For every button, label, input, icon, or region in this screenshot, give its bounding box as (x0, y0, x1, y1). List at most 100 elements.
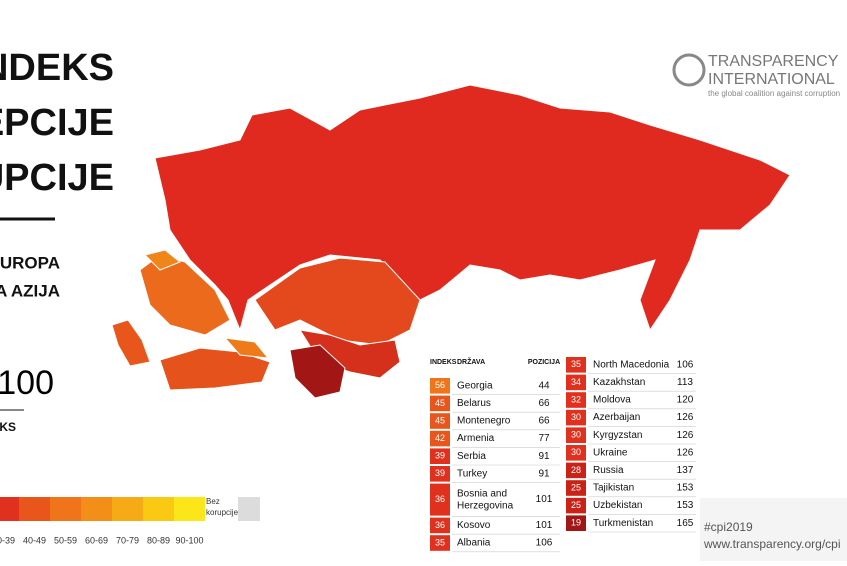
score: 56 (435, 380, 445, 390)
score: 28 (571, 465, 581, 475)
legend-none-swatch (238, 497, 260, 521)
country: Kazakhstan (593, 377, 645, 388)
score-box (430, 378, 450, 394)
rank: 106 (536, 538, 553, 549)
score: 32 (571, 394, 581, 404)
score-box (430, 413, 450, 429)
score-box (566, 480, 586, 496)
score-box (566, 409, 586, 426)
legend-label: 90-100 (175, 535, 203, 545)
score: 19 (571, 518, 581, 528)
rank: 91 (538, 451, 550, 462)
russia (154, 84, 791, 332)
country: Montenegro (457, 416, 511, 427)
table-header: DRŽAVA (457, 357, 485, 366)
country: Ukraine (593, 447, 628, 458)
score-box (430, 395, 450, 412)
rank: 77 (538, 433, 550, 444)
score: 45 (435, 398, 445, 408)
score: 30 (571, 447, 581, 457)
score-box (566, 427, 586, 443)
logo-tagline: the global coalition against corruption (708, 89, 840, 98)
score: 35 (435, 537, 445, 547)
country: North Macedonia (593, 359, 670, 370)
country: Uzbekistan (593, 500, 642, 511)
score-box (430, 517, 450, 534)
country: Kosovo (457, 520, 491, 531)
rank: 66 (538, 416, 550, 427)
legend-swatch (81, 497, 112, 521)
score: 36 (435, 520, 445, 530)
country: Turkmenistan (593, 518, 653, 529)
scale-label: INDEKS (0, 420, 16, 434)
subtitle-line: I CENTRALNA AZIJA (0, 281, 60, 300)
country: Turkey (457, 468, 487, 479)
logo-mark (672, 53, 706, 87)
country: Kyrgyzstan (593, 430, 642, 441)
score: 25 (571, 482, 581, 492)
rank: 106 (677, 359, 694, 370)
score-box (430, 448, 450, 464)
rank: 101 (536, 494, 553, 505)
score-box (566, 445, 586, 461)
footer-bg (700, 498, 847, 561)
country: Moldova (593, 395, 631, 406)
score-box (566, 497, 586, 514)
rank: 137 (677, 465, 694, 476)
rank: 120 (677, 395, 694, 406)
rank: 44 (538, 380, 550, 391)
scale: 0-100 (0, 364, 54, 402)
legend-swatch (174, 497, 205, 521)
legend-swatch (50, 497, 81, 521)
score-box (566, 357, 586, 373)
rank: 91 (538, 468, 550, 479)
rank: 113 (677, 377, 693, 388)
table-header: POZICIJA (528, 359, 560, 366)
title-line: PERCEPCIJE (0, 102, 114, 144)
country: Belarus (457, 398, 491, 409)
logo-line: INTERNATIONAL (708, 71, 835, 88)
legend-none-label: Bez korupcije (206, 497, 239, 517)
country: Russia (593, 465, 624, 476)
legend-swatch (0, 497, 19, 521)
country: Armenia (457, 433, 495, 444)
score: 45 (435, 415, 445, 425)
country: Georgia (457, 380, 493, 391)
rank: 101 (536, 520, 553, 531)
title-line: KORUPCIJE (0, 157, 114, 199)
rank: 126 (677, 430, 694, 441)
caucasus (223, 337, 270, 359)
url: www.transparency.org/cpi (703, 537, 841, 551)
score: 30 (571, 430, 581, 440)
legend-label: 60-69 (85, 535, 108, 545)
legend-label: 50-59 (54, 535, 77, 545)
hashtag: #cpi2019 (704, 520, 753, 534)
score-box (566, 462, 586, 479)
rank: 153 (677, 500, 694, 511)
score: 39 (435, 451, 445, 461)
rank: 66 (538, 398, 550, 409)
legend-swatch (19, 497, 50, 521)
map (111, 84, 791, 399)
table-header: INDEKS (430, 359, 457, 366)
score-box (430, 430, 450, 447)
kazakhstan (254, 257, 421, 346)
score: 35 (571, 359, 581, 369)
country: Tajikistan (593, 483, 634, 494)
score: 39 (435, 468, 445, 478)
legend-swatch (143, 497, 174, 521)
turkey (159, 347, 271, 391)
rank: 153 (677, 483, 694, 494)
table-bg (426, 354, 698, 550)
legend-label: 80-89 (147, 535, 170, 545)
score: 25 (571, 500, 581, 510)
score: 34 (571, 377, 581, 387)
country: Serbia (457, 451, 486, 462)
baltic (144, 249, 181, 271)
legend-label: 70-79 (116, 535, 139, 545)
score-box (430, 483, 450, 516)
country: Bosnia and Herzegovina (457, 488, 514, 511)
balkans (111, 319, 151, 367)
country: Albania (457, 538, 491, 549)
